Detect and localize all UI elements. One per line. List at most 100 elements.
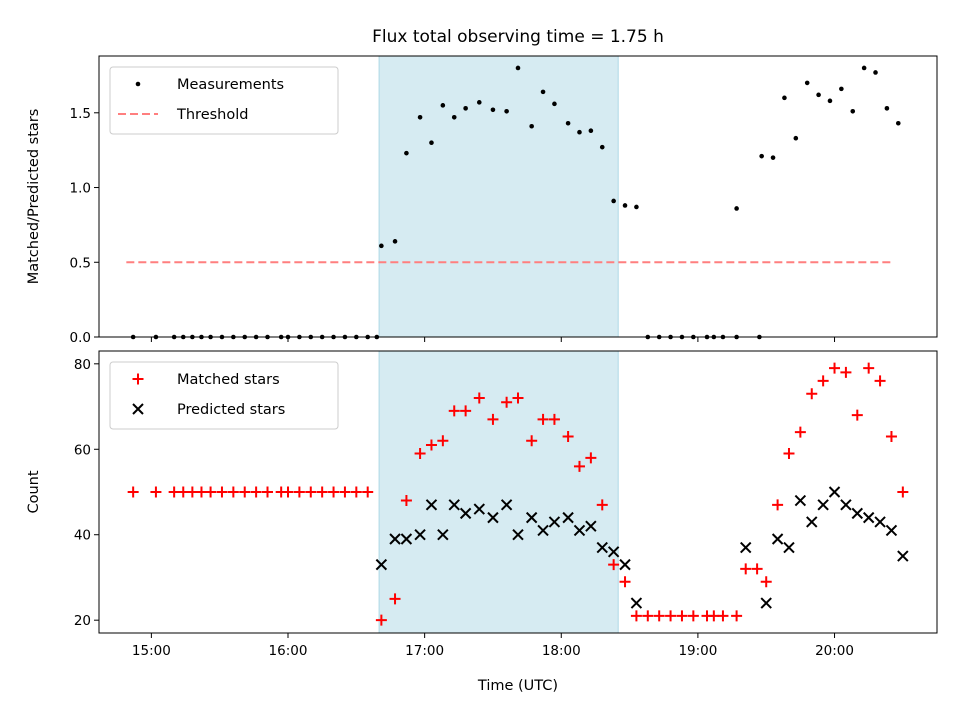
dot-marker xyxy=(515,65,521,71)
count-axis-ticks: 20 40 60 80 15:00 16:00 17:00 18:00 19:00 20:00 xyxy=(74,357,854,659)
x-marker xyxy=(607,546,620,558)
plus-marker xyxy=(687,610,699,622)
y-tick-label: 60 xyxy=(74,442,91,458)
legend-entry-label: Predicted stars xyxy=(177,402,285,418)
x-marker xyxy=(375,558,388,571)
plus-marker xyxy=(460,405,472,417)
plus-marker xyxy=(829,362,841,374)
dot-marker xyxy=(588,128,594,134)
y-tick-label: 40 xyxy=(74,528,91,544)
x-marker xyxy=(500,499,513,511)
legend-entry-label: Threshold xyxy=(176,107,248,123)
plus-marker xyxy=(863,362,875,374)
x-marker xyxy=(862,511,875,524)
plus-marker xyxy=(526,435,538,447)
x-marker xyxy=(437,529,449,541)
plus-marker xyxy=(585,452,597,464)
x-marker xyxy=(828,486,841,498)
plus-marker xyxy=(400,495,412,507)
x-marker xyxy=(389,533,401,545)
y-tick-label: 0.5 xyxy=(70,255,91,271)
x-tick-label: 19:00 xyxy=(678,643,717,659)
count-legend: Matched stars Predicted stars xyxy=(109,361,339,430)
dot-marker xyxy=(884,106,890,111)
plus-marker xyxy=(619,576,631,588)
plus-marker xyxy=(316,486,328,498)
legend-box xyxy=(109,66,339,135)
plus-marker xyxy=(794,426,806,438)
x-marker xyxy=(473,503,485,515)
plus-marker xyxy=(817,375,829,387)
flux-marks xyxy=(126,65,901,340)
plus-marker xyxy=(676,610,688,622)
plus-marker xyxy=(205,486,217,498)
plus-marker xyxy=(760,576,772,588)
dot-marker xyxy=(759,153,764,159)
plus-marker xyxy=(414,448,426,460)
plus-marker xyxy=(840,366,852,378)
x-tick-label: 15:00 xyxy=(132,643,171,659)
dot-marker xyxy=(611,198,616,204)
dot-marker xyxy=(793,135,799,141)
dot-marker xyxy=(816,92,821,98)
x-tick-label: 17:00 xyxy=(405,643,444,659)
dot-marker xyxy=(827,98,833,104)
y-tick-label: 1.0 xyxy=(70,181,91,197)
dot-marker xyxy=(895,120,901,126)
plus-marker xyxy=(772,499,784,511)
dot-marker xyxy=(782,95,787,101)
plus-marker xyxy=(448,405,460,417)
x-marker xyxy=(573,524,586,537)
x-tick-label: 16:00 xyxy=(269,643,308,659)
dot-marker xyxy=(839,86,844,92)
legend-marker-swatch xyxy=(132,373,144,385)
dot-marker xyxy=(552,101,557,107)
plus-marker xyxy=(305,486,317,498)
count-panel: 20 40 60 80 15:00 16:00 17:00 18:00 19:00 20:00 C… xyxy=(26,350,938,694)
legend-entry-label: Measurements xyxy=(177,77,284,93)
dot-marker xyxy=(476,100,482,105)
x-marker xyxy=(548,516,561,528)
plus-marker xyxy=(573,460,585,472)
dot-marker xyxy=(529,123,534,129)
plus-marker xyxy=(596,499,608,511)
plus-marker xyxy=(562,430,574,442)
x-marker xyxy=(425,499,438,511)
dot-marker xyxy=(451,114,457,120)
flux-axes-frame xyxy=(98,55,938,338)
plus-marker xyxy=(473,392,485,404)
chart-title: Flux total observing time = 1.75 h xyxy=(372,27,664,47)
plus-marker xyxy=(150,486,162,498)
plus-marker xyxy=(548,413,560,425)
observing-window-shading xyxy=(378,350,619,634)
dot-marker xyxy=(734,206,739,211)
plus-marker xyxy=(642,610,654,622)
dot-marker xyxy=(565,120,571,126)
legend-marker-swatch xyxy=(132,403,144,415)
x-marker xyxy=(794,494,807,507)
y-tick-label: 80 xyxy=(74,357,91,373)
dot-marker xyxy=(770,155,776,160)
x-marker xyxy=(630,597,643,609)
x-marker xyxy=(562,511,574,524)
x-marker xyxy=(885,524,898,537)
x-marker xyxy=(585,520,597,532)
x-marker xyxy=(840,499,852,511)
dot-marker xyxy=(392,239,398,244)
plus-marker xyxy=(630,610,642,622)
dot-marker xyxy=(417,114,423,120)
x-marker xyxy=(740,541,752,554)
plus-marker xyxy=(250,486,262,498)
plus-marker xyxy=(897,486,909,498)
plus-marker xyxy=(851,409,863,421)
x-marker xyxy=(783,541,795,554)
legend-box xyxy=(109,361,339,430)
x-marker xyxy=(771,533,784,545)
x-marker xyxy=(596,541,608,554)
x-marker xyxy=(760,597,772,609)
plus-marker xyxy=(339,486,351,498)
plus-marker xyxy=(216,486,228,498)
dot-marker xyxy=(463,106,468,111)
x-marker xyxy=(851,507,864,520)
